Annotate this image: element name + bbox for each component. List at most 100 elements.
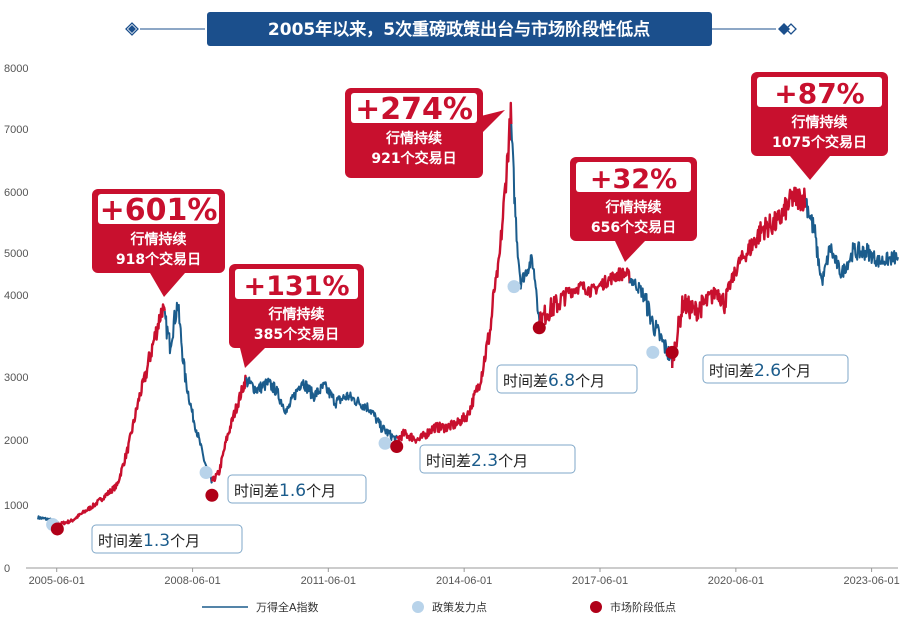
- gain-callout: +87% 行情持续 1075个交易日: [751, 72, 888, 180]
- gap-label-text: 时间差2.6个月: [709, 361, 811, 381]
- gap-months: 2.6: [754, 361, 781, 381]
- gap-label-text: 时间差1.3个月: [98, 531, 200, 551]
- gain-callout: +32% 行情持续 656个交易日: [570, 157, 697, 262]
- legend-policy-swatch: [412, 601, 424, 613]
- callout-trading-days: 1075个交易日: [772, 134, 867, 151]
- gap-label-box: [227, 474, 367, 504]
- x-tick-label: 2014-06-01: [436, 575, 492, 587]
- series-segment-rising: [211, 374, 248, 483]
- x-tick-label: 2017-06-01: [572, 575, 628, 587]
- market-low-point: [390, 440, 404, 453]
- callout-pointer: [150, 273, 185, 297]
- policy-point: [199, 466, 213, 479]
- series-segment-falling: [163, 301, 214, 484]
- gap-label-box: [496, 364, 638, 394]
- callout-gain-pct: +274%: [355, 92, 473, 127]
- gap-label-box: [419, 444, 576, 474]
- callout-trading-days: 656个交易日: [591, 219, 676, 236]
- series-segment-falling: [245, 376, 398, 445]
- gap-months: 6.8: [548, 371, 575, 391]
- gap-prefix: 时间差: [503, 372, 548, 390]
- legend-label-index: 万得全A指数: [256, 600, 319, 614]
- event-markers: [46, 280, 679, 536]
- callout-pointer: [790, 156, 830, 180]
- x-tick-label: 2008-06-01: [164, 575, 220, 587]
- legend: 万得全A指数 政策发力点 市场阶段低点: [202, 600, 676, 614]
- x-axis: 2005-06-01 2008-06-01 2011-06-01 2014-06-01…: [29, 568, 900, 587]
- gap-months: 1.6: [279, 481, 306, 501]
- gap-label-text: 时间差1.6个月: [234, 481, 336, 501]
- series-segment-rising: [671, 186, 808, 369]
- series-segment-falling: [805, 197, 899, 286]
- market-low-point: [532, 321, 546, 335]
- gain-callout: +601% 行情持续 918个交易日: [92, 189, 225, 297]
- series-segment-rising: [56, 303, 166, 526]
- gap-suffix: 个月: [170, 532, 200, 550]
- callout-gain-pct: +87%: [774, 77, 864, 110]
- x-tick-label: 2005-06-01: [29, 575, 85, 587]
- callout-gain-pct: +601%: [100, 193, 218, 228]
- gap-label-box: [91, 524, 243, 554]
- y-tick-label: 2000: [4, 435, 28, 447]
- y-tick-label: 0: [4, 563, 10, 575]
- callout-trading-days: 921个交易日: [371, 150, 456, 167]
- x-tick-label: 2011-06-01: [301, 575, 356, 587]
- gap-suffix: 个月: [498, 452, 528, 470]
- y-tick-label: 5000: [4, 248, 28, 260]
- market-low-point: [665, 345, 679, 359]
- gap-label-text: 时间差6.8个月: [503, 371, 605, 391]
- market-low-point: [50, 522, 64, 536]
- gap-label: 时间差6.8个月: [496, 364, 638, 394]
- legend-low-swatch: [590, 601, 602, 613]
- gain-callout: +274% 行情持续 921个交易日: [345, 88, 505, 178]
- callout-duration-label: 行情持续: [130, 231, 187, 248]
- x-tick-label: 2020-06-01: [708, 575, 764, 587]
- callout-pct-bg: [98, 194, 219, 224]
- gap-label-text: 时间差2.3个月: [426, 451, 528, 471]
- gap-label: 时间差1.3个月: [91, 524, 243, 554]
- callout-duration-label: 行情持续: [268, 306, 325, 323]
- gap-label: 时间差2.3个月: [419, 444, 576, 474]
- gap-prefix: 时间差: [234, 482, 279, 500]
- series-segment-rising: [395, 101, 513, 444]
- callout-gain-pct: +32%: [590, 164, 677, 195]
- gap-prefix: 时间差: [98, 532, 143, 550]
- callout-pointer: [240, 348, 265, 368]
- y-tick-label: 7000: [4, 124, 28, 136]
- gap-suffix: 个月: [781, 362, 811, 380]
- callout-pct-bg: [576, 162, 691, 192]
- y-tick-label: 8000: [4, 63, 28, 75]
- gain-callouts: +601% 行情持续 918个交易日 +131% 行情持续 385个交易日 +274% 行情持…: [92, 72, 888, 368]
- legend-label-policy: 政策发力点: [432, 600, 487, 614]
- callout-pct-bg: [235, 269, 358, 299]
- callout-trading-days: 918个交易日: [116, 251, 201, 268]
- y-tick-label: 6000: [4, 187, 28, 199]
- policy-point: [507, 280, 521, 294]
- policy-point: [646, 345, 660, 359]
- y-tick-label: 3000: [4, 372, 28, 384]
- y-tick-label: 1000: [4, 500, 28, 512]
- callout-pct-bg: [757, 77, 882, 107]
- callout-duration-label: 行情持续: [791, 114, 848, 131]
- diamond-icon-right: [778, 23, 790, 35]
- gap-months: 1.3: [143, 531, 170, 551]
- chart-title: 2005年以来，5次重磅政策出台与市场阶段性低点: [268, 19, 650, 40]
- series-segment-rising: [538, 267, 631, 334]
- policy-point: [378, 436, 392, 450]
- gain-callout: +131% 行情持续 385个交易日: [229, 264, 364, 368]
- y-axis: 0 1000 2000 3000 4000 5000 6000 7000 8000: [4, 63, 28, 575]
- callout-pct-bg: [351, 93, 477, 123]
- gap-label: 时间差1.6个月: [227, 474, 367, 504]
- gap-prefix: 时间差: [426, 452, 471, 470]
- callout-trading-days: 385个交易日: [254, 326, 339, 343]
- market-low-point: [205, 488, 219, 502]
- title-banner: 2005年以来，5次重磅政策出台与市场阶段性低点: [125, 12, 797, 46]
- y-tick-label: 4000: [4, 290, 28, 302]
- callout-duration-label: 行情持续: [605, 199, 662, 216]
- gap-months: 2.3: [471, 451, 498, 471]
- callout-duration-label: 行情持续: [385, 130, 442, 147]
- x-tick-label: 2023-06-01: [843, 575, 899, 587]
- gap-prefix: 时间差: [709, 362, 754, 380]
